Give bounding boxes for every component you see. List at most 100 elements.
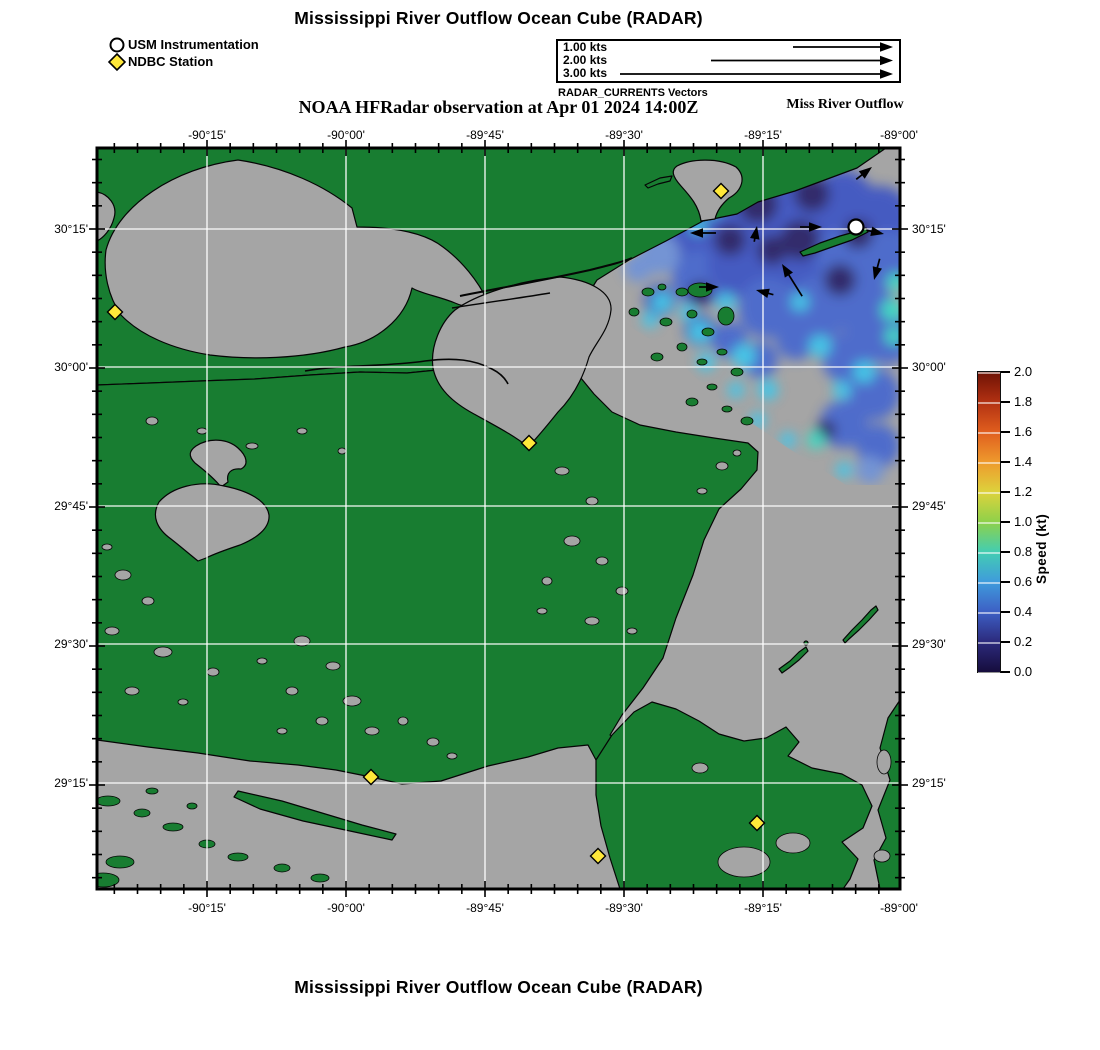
- lon-label-top: -90°00': [327, 128, 365, 142]
- lat-label-right: 29°45': [912, 499, 946, 513]
- ndbc-station-marker: [520, 434, 538, 452]
- radar-cell: [642, 312, 658, 328]
- channels-and-river: [304, 257, 633, 385]
- scale-row-1-label: 1.00 kts: [563, 40, 608, 54]
- colorbar-tick: [1001, 401, 1010, 403]
- lat-label-left: 29°45': [54, 499, 88, 513]
- colorbar-gridline: [978, 371, 1000, 374]
- radar-cell: [717, 293, 735, 311]
- radar-cell: [836, 462, 852, 478]
- colorbar-tick-label: 1.8: [1014, 394, 1033, 409]
- radar-cell: [728, 382, 744, 398]
- marsh-ponds: [101, 416, 892, 878]
- lat-label-right: 30°15': [912, 222, 946, 236]
- colorbar-tick: [1001, 371, 1010, 373]
- colorbar-gridline: [978, 461, 1000, 464]
- lon-label-bottom: -90°15': [188, 901, 226, 915]
- current-vector: [866, 226, 884, 236]
- lon-label-bottom: -89°30': [605, 901, 643, 915]
- lon-label-bottom: -89°45': [466, 901, 504, 915]
- colorbar-tick: [1001, 491, 1010, 493]
- colorbar-gridline: [978, 611, 1000, 614]
- colorbar-tick: [1001, 671, 1010, 673]
- colorbar-gridline: [978, 431, 1000, 434]
- lake-cataouatche: [189, 439, 247, 488]
- radar-cell: [881, 299, 900, 321]
- lake-pontchartrain: [104, 159, 488, 359]
- colorbar-tick-label: 0.0: [1014, 664, 1033, 679]
- legend-ndbc-label: NDBC Station: [128, 54, 214, 69]
- lon-label-top: -89°15': [744, 128, 782, 142]
- station-markers: [106, 182, 865, 865]
- legend-usm-label: USM Instrumentation: [128, 37, 259, 52]
- radar-cell: [714, 224, 746, 256]
- radar-cell: [689, 321, 711, 343]
- lon-label-top: -89°30': [605, 128, 643, 142]
- colorbar-tick-label: 0.2: [1014, 634, 1033, 649]
- colorbar-title: Speed (kt): [1034, 513, 1049, 584]
- radar-cell: [833, 381, 851, 399]
- radar-cell: [858, 230, 900, 286]
- colorbar-tick: [1001, 641, 1010, 643]
- lon-label-bottom: -89°00': [880, 901, 918, 915]
- colorbar-tick: [1001, 551, 1010, 553]
- right-edge-land: [873, 699, 900, 889]
- colorbar-gridline: [978, 491, 1000, 494]
- lat-label-left: 29°30': [54, 637, 88, 651]
- marsh-islets: [97, 282, 754, 888]
- colorbar-tick-label: 1.0: [1014, 514, 1033, 529]
- graticule: [97, 148, 900, 889]
- barrier-island-strip: [233, 790, 397, 841]
- lakes: [97, 159, 743, 562]
- lat-label-left: 30°00': [54, 360, 88, 374]
- bottom-title: Mississippi River Outflow Ocean Cube (RA…: [294, 977, 703, 997]
- colorbar-gridline: [978, 641, 1000, 644]
- colorbar-gridline: [978, 671, 1000, 674]
- lat-label-right: 30°00': [912, 360, 946, 374]
- lon-label-top: -90°15': [188, 128, 226, 142]
- top-title: Mississippi River Outflow Ocean Cube (RA…: [294, 8, 703, 28]
- scale-row-3-label: 3.00 kts: [563, 66, 608, 80]
- chandeleur-island-south: [778, 646, 809, 674]
- usm-instrumentation-marker: [847, 218, 865, 236]
- radar-cell: [853, 361, 875, 383]
- radar-cell: [856, 456, 884, 484]
- lat-label-right: 29°15': [912, 776, 946, 790]
- vector-scale-arrows: [620, 42, 893, 79]
- current-vector: [782, 263, 803, 297]
- radar-cell: [887, 273, 900, 291]
- colorbar-tick-label: 0.4: [1014, 604, 1033, 619]
- radar-cell: [758, 380, 778, 400]
- colorbar-tick: [1001, 521, 1010, 523]
- current-vector: [855, 166, 872, 180]
- colorbar: [977, 371, 1001, 674]
- lat-label-right: 29°30': [912, 637, 946, 651]
- current-vector: [750, 226, 760, 242]
- colorbar-tick-label: 1.2: [1014, 484, 1033, 499]
- scale-arrow-2.00: [711, 55, 893, 66]
- radar-cell: [732, 344, 756, 368]
- lake-borgne: [431, 276, 612, 448]
- current-vector: [690, 228, 716, 238]
- ndbc-station-marker: [362, 768, 380, 786]
- radar-cell: [791, 293, 809, 311]
- current-vector: [699, 282, 719, 292]
- region-label: Miss River Outflow: [786, 97, 904, 112]
- radar-cell: [757, 235, 787, 265]
- ndbc-station-marker: [712, 182, 730, 200]
- subtitle: NOAA HFRadar observation at Apr 01 2024 …: [298, 97, 699, 117]
- lon-label-top: -89°00': [880, 128, 918, 142]
- bay-mouth-spit: [644, 175, 673, 189]
- lat-label-left: 30°15': [54, 222, 88, 236]
- lon-label-bottom: -89°15': [744, 901, 782, 915]
- usm-legend-icon: [109, 37, 125, 53]
- scale-arrow-1.00: [793, 42, 893, 52]
- legend-icons: [107, 37, 127, 72]
- scale-row-2-label: 2.00 kts: [563, 53, 608, 67]
- colorbar-gridline: [978, 521, 1000, 524]
- lon-label-top: -89°45': [466, 128, 504, 142]
- radar-cell: [652, 292, 672, 312]
- colorbar-gridline: [978, 551, 1000, 554]
- chandeleur-island-north: [842, 605, 879, 644]
